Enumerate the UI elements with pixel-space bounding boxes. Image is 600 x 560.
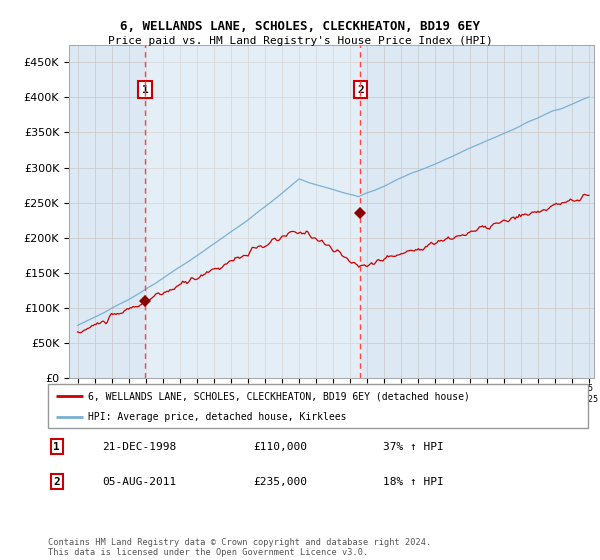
Text: Price paid vs. HM Land Registry's House Price Index (HPI): Price paid vs. HM Land Registry's House … bbox=[107, 36, 493, 46]
Text: 1: 1 bbox=[53, 442, 60, 451]
Text: 18% ↑ HPI: 18% ↑ HPI bbox=[383, 477, 443, 487]
Bar bbox=[145, 45, 361, 378]
Text: £235,000: £235,000 bbox=[253, 477, 307, 487]
Text: £110,000: £110,000 bbox=[253, 442, 307, 451]
Text: 6, WELLANDS LANE, SCHOLES, CLECKHEATON, BD19 6EY: 6, WELLANDS LANE, SCHOLES, CLECKHEATON, … bbox=[120, 20, 480, 32]
Text: 05-AUG-2011: 05-AUG-2011 bbox=[102, 477, 176, 487]
Text: 2: 2 bbox=[357, 85, 364, 95]
Text: 6, WELLANDS LANE, SCHOLES, CLECKHEATON, BD19 6EY (detached house): 6, WELLANDS LANE, SCHOLES, CLECKHEATON, … bbox=[89, 391, 470, 401]
Text: HPI: Average price, detached house, Kirklees: HPI: Average price, detached house, Kirk… bbox=[89, 412, 347, 422]
FancyBboxPatch shape bbox=[48, 384, 588, 428]
Text: 21-DEC-1998: 21-DEC-1998 bbox=[102, 442, 176, 451]
Text: 1: 1 bbox=[142, 85, 149, 95]
Text: Contains HM Land Registry data © Crown copyright and database right 2024.
This d: Contains HM Land Registry data © Crown c… bbox=[48, 538, 431, 557]
Text: 37% ↑ HPI: 37% ↑ HPI bbox=[383, 442, 443, 451]
Text: 2: 2 bbox=[53, 477, 60, 487]
